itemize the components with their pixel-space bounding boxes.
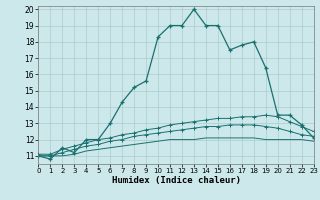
X-axis label: Humidex (Indice chaleur): Humidex (Indice chaleur) [111, 176, 241, 185]
